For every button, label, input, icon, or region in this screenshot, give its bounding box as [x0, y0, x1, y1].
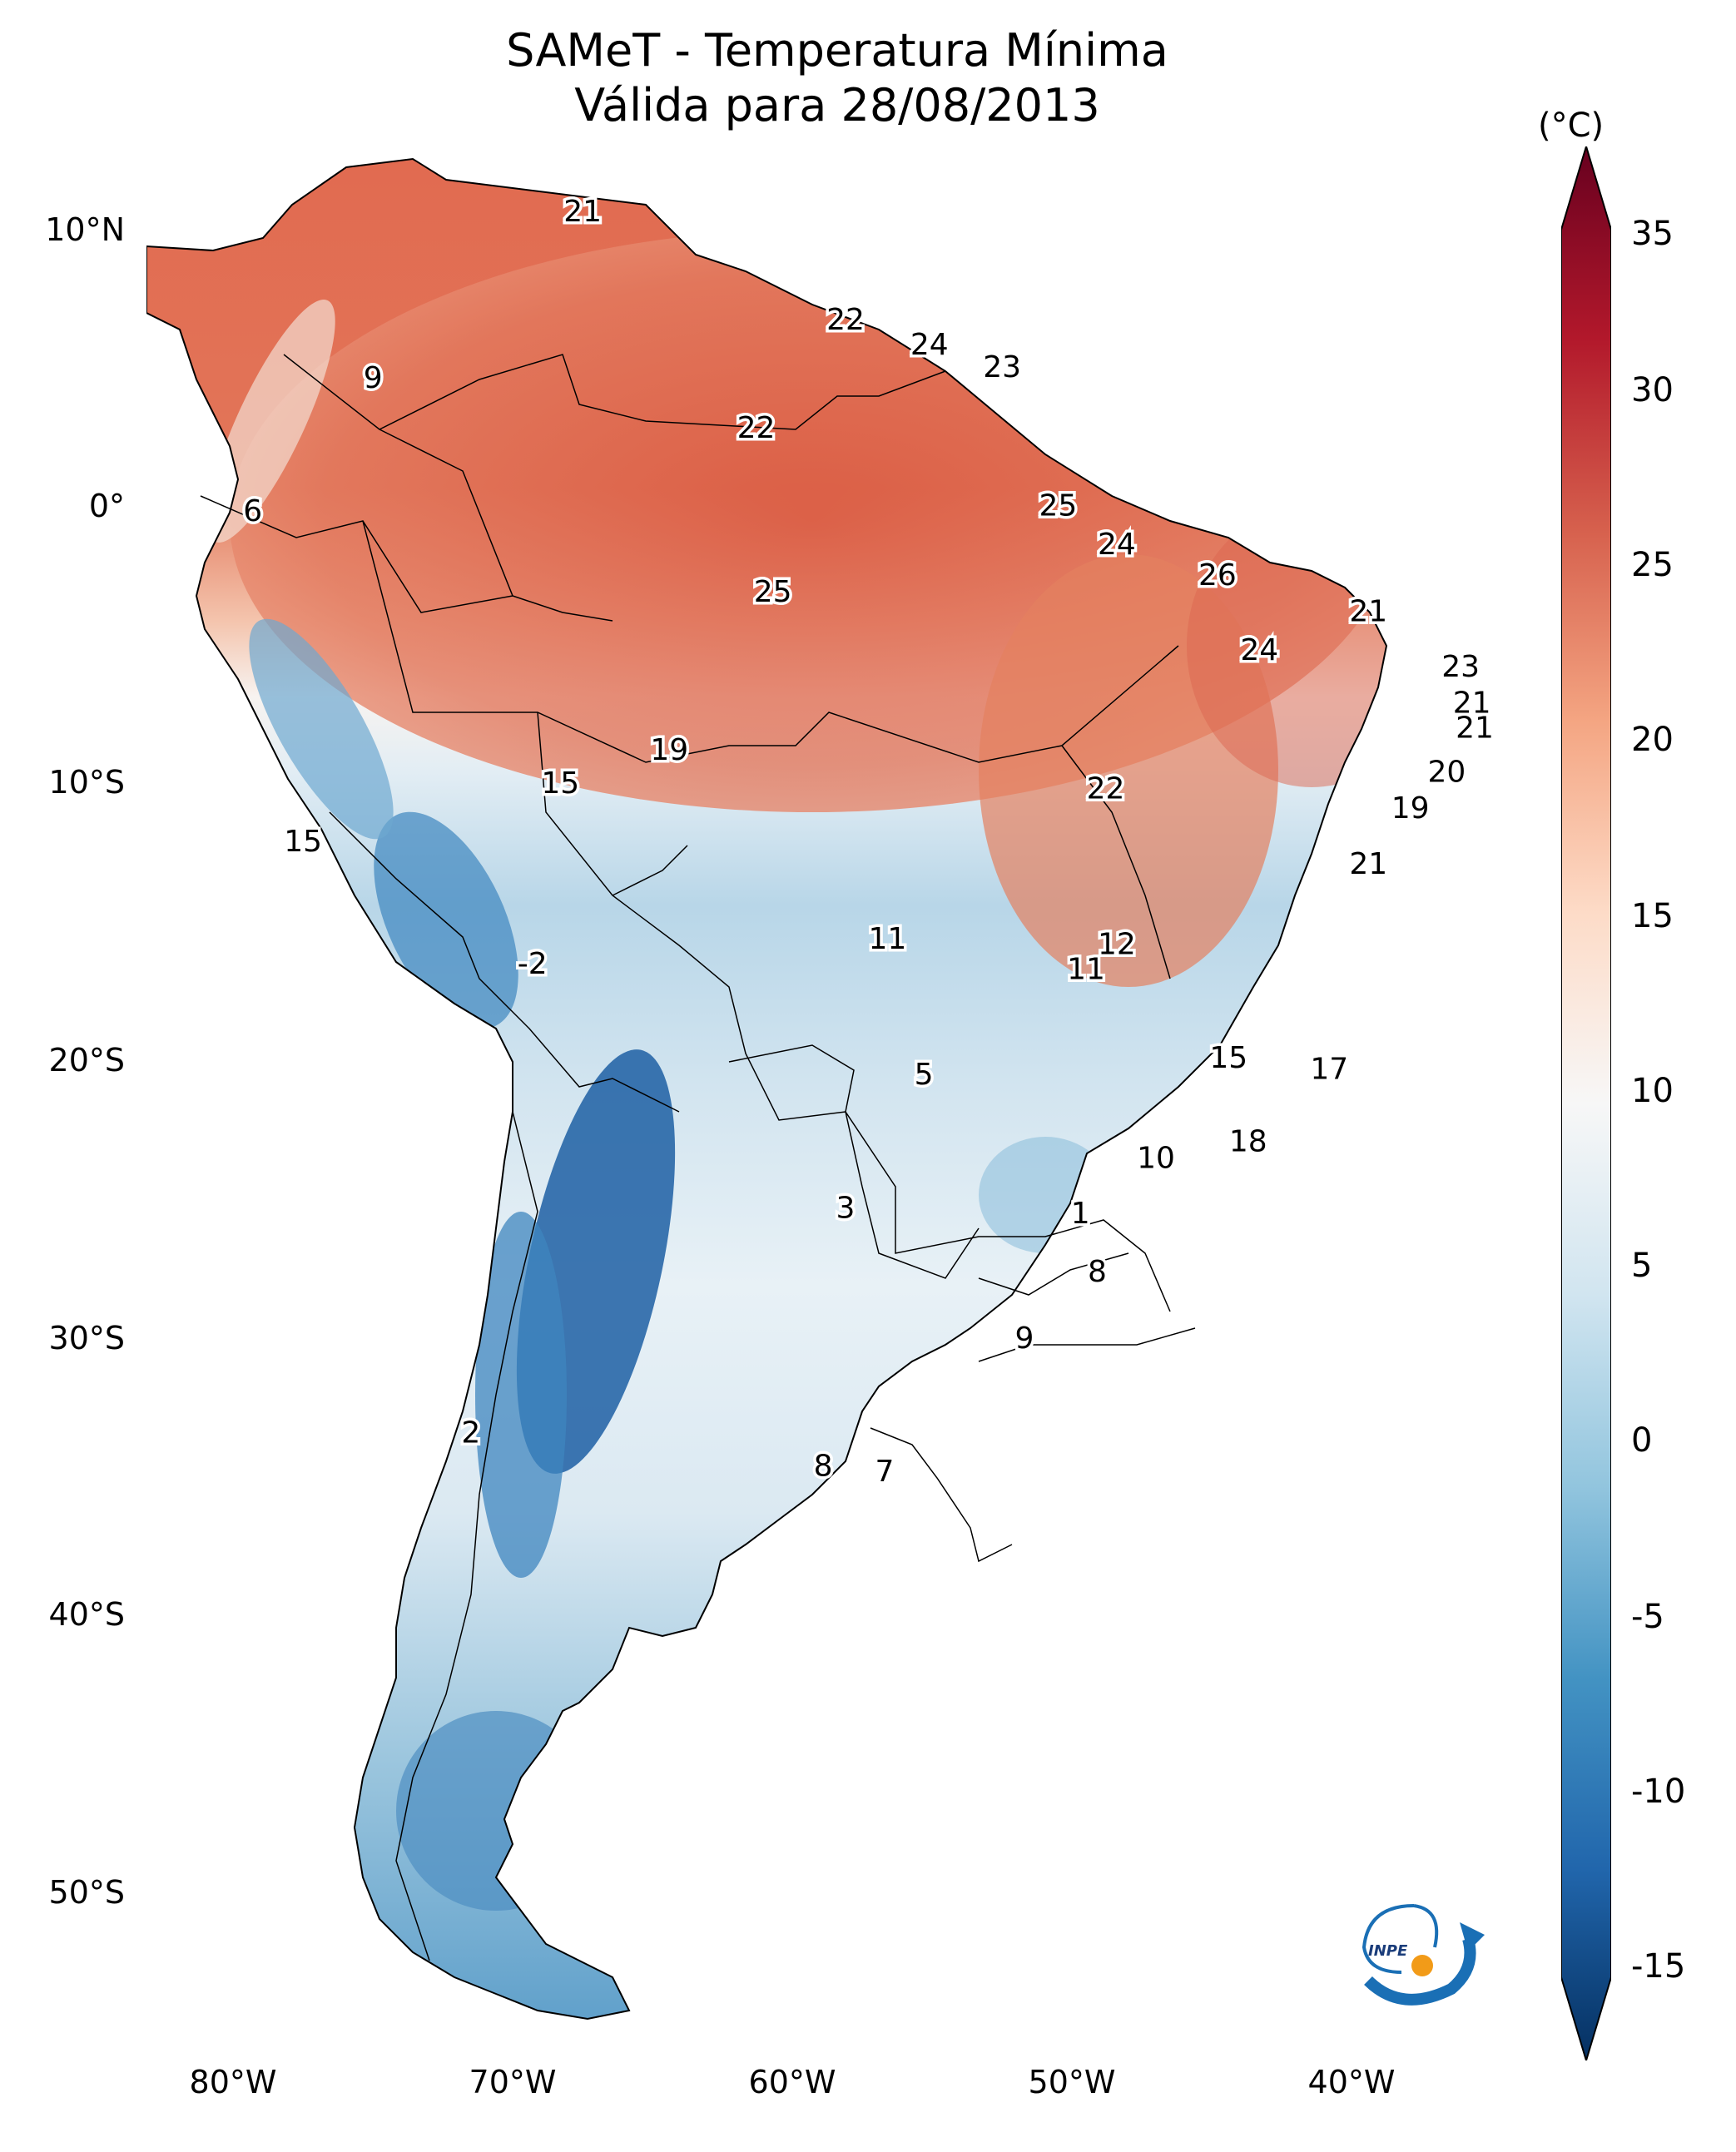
- colorbar-tick-5: 5: [1631, 1247, 1653, 1285]
- country-borders: [200, 354, 1196, 1961]
- colorbar: [1561, 146, 1611, 2060]
- lon-label-60w: 60°W: [748, 2064, 836, 2100]
- station-value-label: 21: [1349, 594, 1387, 628]
- lat-label-50s: 50°S: [48, 1874, 125, 1911]
- station-value-label: 25: [754, 575, 792, 609]
- station-value-label: 15: [1209, 1041, 1247, 1075]
- lon-label-70w: 70°W: [469, 2064, 557, 2100]
- station-value-label: 22: [1087, 772, 1125, 806]
- station-value-label: 24: [910, 328, 949, 362]
- station-value-label: 5: [915, 1058, 934, 1092]
- colorbar-tick-20: 20: [1631, 721, 1674, 759]
- station-value-label: 2: [461, 1416, 480, 1450]
- station-value-label: 22: [737, 411, 776, 445]
- colorbar-tick-minus10: -10: [1631, 1773, 1686, 1811]
- title-line-2: Válida para 28/08/2013: [574, 79, 1100, 131]
- station-value-label: 18: [1229, 1124, 1267, 1158]
- station-value-label: 7: [875, 1455, 895, 1489]
- lon-label-80w: 80°W: [189, 2064, 277, 2100]
- colorbar-tick-25: 25: [1631, 546, 1674, 584]
- colorbar-tick-35: 35: [1631, 215, 1674, 253]
- station-value-label: 21: [563, 195, 602, 229]
- station-value-label: 23: [1441, 650, 1480, 684]
- inpe-logo: INPE: [1362, 1904, 1485, 2006]
- map-title: SAMeT - Temperatura Mínima Válida para 2…: [146, 23, 1528, 133]
- station-value-label: 9: [364, 361, 383, 395]
- colorbar-tick-10: 10: [1631, 1072, 1674, 1110]
- lat-label-30s: 30°S: [48, 1320, 125, 1356]
- station-value-label: 9: [1015, 1321, 1034, 1356]
- station-value-label: 11: [868, 922, 906, 956]
- lat-label-10n: 10°N: [45, 211, 125, 248]
- coastline: [146, 157, 1388, 2021]
- colorbar-tick-30: 30: [1631, 371, 1674, 409]
- colorbar-tick-0: 0: [1631, 1421, 1653, 1460]
- lat-label-20s: 20°S: [48, 1042, 125, 1078]
- lat-label-0: 0°: [88, 488, 125, 524]
- station-value-label: 24: [1240, 633, 1278, 667]
- station-value-label: 8: [1088, 1255, 1107, 1289]
- station-value-label: 12: [1098, 928, 1136, 962]
- station-value-label: 19: [1391, 791, 1430, 826]
- station-value-label: 10: [1137, 1141, 1175, 1175]
- station-value-label: 6: [243, 494, 262, 528]
- station-value-label: 20: [1427, 756, 1466, 790]
- station-value-label: 15: [284, 825, 322, 859]
- station-value-label: 22: [826, 303, 865, 337]
- station-value-label: 25: [1039, 489, 1077, 523]
- svg-text:INPE: INPE: [1368, 1942, 1408, 1960]
- lon-label-50w: 50°W: [1028, 2064, 1116, 2100]
- station-value-label: 26: [1198, 558, 1237, 593]
- station-value-label: 17: [1310, 1053, 1348, 1087]
- station-value-label: 21: [1349, 847, 1387, 881]
- colorbar-tick-15: 15: [1631, 897, 1674, 935]
- title-line-1: SAMeT - Temperatura Mínima: [506, 24, 1168, 77]
- station-value-label: 15: [541, 766, 579, 801]
- lon-label-40w: 40°W: [1307, 2064, 1396, 2100]
- lat-label-40s: 40°S: [48, 1596, 125, 1633]
- station-value-label: 8: [814, 1450, 833, 1484]
- colorbar-unit: (°C): [1538, 107, 1605, 145]
- station-value-label: 11: [1067, 953, 1105, 987]
- station-value-label: 21: [1456, 711, 1494, 745]
- station-value-label: 23: [983, 350, 1021, 384]
- station-value-label: 21: [1453, 686, 1491, 720]
- lat-label-10s: 10°S: [48, 764, 125, 801]
- station-value-label: 24: [1098, 528, 1136, 562]
- colorbar-tick-minus5: -5: [1631, 1598, 1664, 1636]
- station-value-label: 1: [1071, 1197, 1090, 1231]
- colorbar-tick-minus15: -15: [1631, 1947, 1686, 1986]
- colorbar-scale: [1561, 146, 1611, 2060]
- station-value-label: 3: [836, 1191, 856, 1225]
- station-value-label: 19: [650, 733, 688, 767]
- station-value-label: -2: [518, 947, 548, 981]
